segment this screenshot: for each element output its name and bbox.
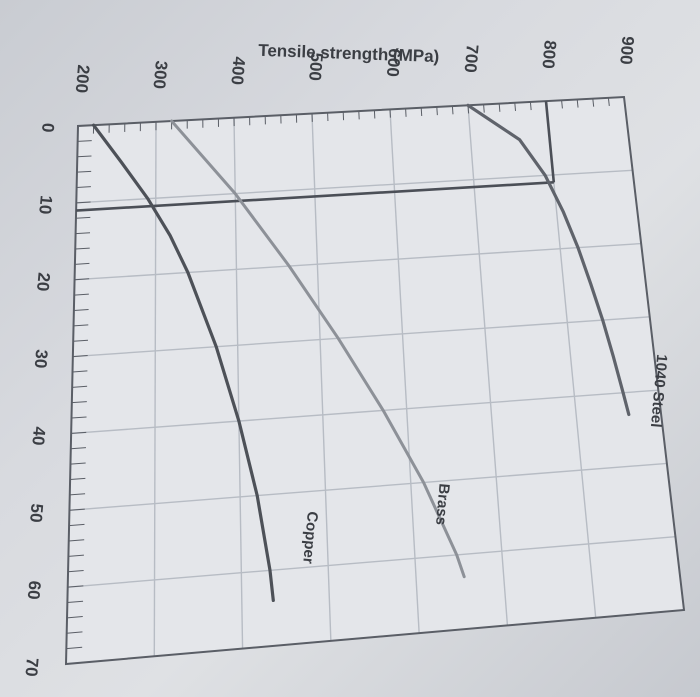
- minor-tick-x: [73, 324, 89, 327]
- y-tick-label: 600: [383, 48, 404, 78]
- grid-line-y: [233, 117, 244, 649]
- minor-tick-x: [74, 262, 90, 265]
- y-tick-label: 800: [538, 40, 559, 70]
- y-tick-label: 400: [227, 56, 248, 86]
- minor-tick-x: [73, 308, 89, 311]
- minor-tick-x: [76, 201, 91, 204]
- series-label-copper: Copper: [299, 511, 321, 565]
- grid-line-y: [389, 109, 420, 634]
- minor-tick-x: [76, 186, 91, 188]
- minor-tick-x: [70, 462, 86, 465]
- x-tick-label: 40: [28, 426, 49, 447]
- series-line-copper: [92, 123, 275, 602]
- x-tick-label: 20: [33, 272, 54, 293]
- minor-tick-y: [514, 102, 517, 111]
- minor-tick-x: [68, 554, 84, 557]
- reference-line-coldwork: [76, 181, 554, 212]
- minor-tick-x: [69, 493, 86, 496]
- x-tick-label: 30: [31, 349, 52, 370]
- minor-tick-y: [436, 106, 438, 116]
- series-line-brass: [170, 119, 466, 579]
- grid-line-x: [72, 316, 650, 358]
- minor-tick-y: [420, 107, 423, 117]
- grid-line-x: [76, 169, 633, 204]
- grid-line-x: [67, 536, 676, 588]
- minor-tick-x: [71, 416, 87, 419]
- minor-tick-x: [66, 631, 83, 634]
- series-label-brass: Brass: [432, 483, 453, 526]
- minor-tick-y: [607, 97, 610, 106]
- x-tick-label: 60: [24, 580, 45, 601]
- grid-line-y: [545, 101, 597, 618]
- minor-tick-x: [75, 247, 90, 250]
- minor-tick-x: [74, 293, 89, 296]
- x-tick-label: 0: [38, 122, 58, 133]
- minor-tick-x: [72, 385, 88, 388]
- minor-tick-x: [72, 370, 88, 373]
- minor-tick-y: [529, 101, 532, 111]
- y-tick-label: 300: [149, 60, 170, 90]
- minor-tick-x: [70, 477, 86, 481]
- minor-tick-x: [68, 539, 85, 542]
- minor-tick-y: [592, 98, 595, 107]
- x-tick-label: 70: [21, 657, 42, 678]
- grid-line-x: [69, 462, 667, 511]
- y-tick-label: 900: [616, 35, 637, 65]
- minor-tick-x: [75, 232, 91, 235]
- plot-area: [66, 97, 684, 664]
- minor-tick-x: [72, 355, 88, 358]
- y-axis-title: Tensile strength (MPa): [258, 41, 440, 66]
- minor-tick-y: [498, 103, 501, 112]
- minor-tick-x: [66, 616, 83, 619]
- minor-tick-x: [77, 155, 92, 158]
- grid-line-x: [74, 242, 642, 281]
- series-line-steel: [466, 103, 631, 417]
- minor-tick-x: [76, 170, 92, 173]
- minor-tick-y: [561, 100, 563, 109]
- minor-tick-x: [66, 646, 83, 650]
- minor-tick-y: [483, 104, 485, 113]
- minor-tick-x: [77, 140, 92, 142]
- minor-tick-x: [70, 447, 86, 450]
- x-tick-label: 50: [26, 503, 47, 524]
- minor-tick-x: [75, 216, 91, 219]
- grid-line-y: [311, 113, 332, 641]
- plot-frame: [64, 95, 686, 666]
- x-tick-label: 10: [35, 195, 56, 216]
- grid-line-y: [467, 105, 509, 626]
- minor-tick-x: [67, 585, 84, 588]
- minor-tick-y: [451, 106, 454, 115]
- minor-tick-x: [69, 508, 85, 511]
- y-tick-label: 200: [72, 64, 93, 94]
- minor-tick-x: [67, 600, 84, 604]
- minor-tick-x: [71, 431, 87, 434]
- minor-tick-x: [74, 278, 90, 281]
- reference-line-strength: [544, 101, 556, 183]
- minor-tick-x: [71, 401, 87, 404]
- y-tick-label: 700: [461, 44, 482, 74]
- minor-tick-x: [69, 523, 85, 527]
- minor-tick-x: [73, 339, 89, 342]
- minor-tick-x: [68, 569, 84, 573]
- y-tick-label: 500: [305, 52, 326, 82]
- grid-line-x: [71, 389, 659, 435]
- series-label-steel: 1040 Steel: [647, 354, 670, 429]
- minor-tick-y: [576, 99, 579, 108]
